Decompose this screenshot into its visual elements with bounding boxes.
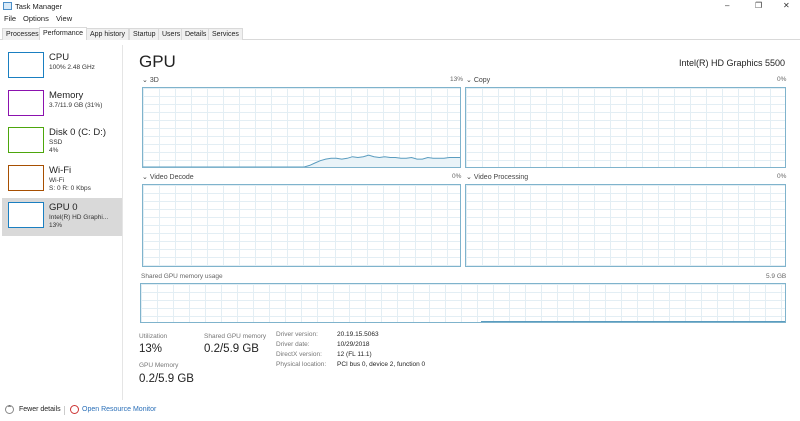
shared-memory-stat-label: Shared GPU memory — [204, 333, 267, 340]
shared-memory-stat-value: 0.2/5.9 GB — [204, 343, 259, 355]
menu-options[interactable]: Options — [23, 14, 49, 23]
engine-3d-pct: 13% — [450, 76, 464, 83]
engine-video-processing-graph — [465, 184, 786, 267]
engine-3d-name: 3D — [149, 77, 159, 84]
sidebar-item-detail: Wi-Fi — [49, 176, 65, 184]
detail-value: 10/29/2018 — [337, 341, 370, 348]
thumbnail-graph — [8, 89, 44, 116]
sidebar-item-subdetail: 13% — [49, 222, 63, 229]
detail-value: 20.19.15.5063 — [337, 331, 379, 338]
sidebar-item-name: Disk 0 (C: D:) — [49, 127, 106, 138]
menu-file[interactable]: File — [4, 14, 17, 23]
shared-memory-fill — [481, 320, 785, 322]
open-resource-monitor-link[interactable]: Open Resource Monitor — [82, 406, 157, 413]
engine-video-decode-label[interactable]: ⌄ Video Decode — [142, 174, 194, 181]
utilization-value: 13% — [139, 343, 163, 355]
gpu-adapter-name: Intel(R) HD Graphics 5500 — [678, 58, 785, 68]
sidebar-item-disk[interactable]: Disk 0 (C: D:) SSD 4% — [2, 123, 122, 161]
detail-key: Driver version: — [276, 331, 318, 338]
detail-key: Driver date: — [276, 341, 310, 348]
tab-details[interactable]: Details — [181, 28, 211, 40]
shared-memory-max: 5.9 GB — [766, 273, 787, 280]
close-button[interactable]: ✕ — [783, 1, 790, 10]
sidebar-item-gpu[interactable]: GPU 0 Intel(R) HD Graphi... 13% — [2, 198, 122, 236]
utilization-label: Utilization — [139, 333, 168, 340]
sidebar-item-subdetail: 4% — [49, 147, 59, 154]
resource-monitor-icon — [70, 405, 79, 414]
sidebar-item-detail: 100% 2.48 GHz — [49, 64, 95, 71]
sidebar-item-memory[interactable]: Memory 3.7/11.9 GB (31%) — [2, 86, 122, 124]
thumbnail-graph — [8, 127, 44, 153]
gpu-memory-label: GPU Memory — [139, 362, 179, 369]
engine-video-processing-pct: 0% — [777, 173, 787, 180]
thumbnail-graph — [8, 164, 44, 191]
minimize-button[interactable]: – — [725, 1, 730, 10]
engine-3d-area — [143, 155, 460, 167]
detail-key: DirectX version: — [276, 351, 322, 358]
engine-video-processing-name: Video Processing — [473, 174, 529, 181]
sidebar-item-detail: SSD — [49, 139, 63, 146]
sidebar-item-name: CPU — [49, 52, 70, 63]
tab-processes[interactable]: Processes — [2, 28, 43, 40]
sidebar-item-detail: 3.7/11.9 GB (31%) — [49, 101, 103, 109]
tab-performance[interactable]: Performance — [39, 27, 88, 40]
detail-value: 12 (FL 11.1) — [337, 351, 372, 358]
thumbnail-graph — [8, 52, 44, 78]
engine-copy-label[interactable]: ⌄ Copy — [466, 77, 491, 84]
engine-copy-pct: 0% — [777, 76, 787, 83]
sidebar: CPU 100% 2.48 GHz Memory 3.7/11.9 GB (31… — [0, 45, 123, 400]
menu-view[interactable]: View — [56, 14, 73, 23]
engine-video-decode-name: Video Decode — [149, 174, 194, 181]
chevron-up-icon[interactable]: ⌃ — [5, 405, 14, 414]
shared-memory-label: Shared GPU memory usage — [141, 273, 223, 280]
tab-app-history[interactable]: App history — [86, 28, 130, 40]
engine-video-decode-pct: 0% — [452, 173, 462, 180]
shared-memory-graph — [140, 283, 786, 323]
engine-video-decode-graph — [142, 184, 461, 267]
gpu-memory-value: 0.2/5.9 GB — [139, 373, 194, 385]
sidebar-item-detail: Intel(R) HD Graphi... — [49, 214, 109, 221]
sidebar-item-subdetail: S: 0 R: 0 Kbps — [49, 184, 91, 192]
engine-3d-graph — [142, 87, 461, 168]
sidebar-item-name: Memory — [49, 89, 84, 101]
task-manager-icon — [3, 2, 12, 10]
page-title: GPU — [139, 52, 176, 71]
maximize-button[interactable]: ❐ — [755, 1, 763, 10]
tab-startup[interactable]: Startup — [129, 28, 160, 40]
detail-key: Physical location: — [276, 361, 327, 368]
tab-services[interactable]: Services — [208, 28, 243, 40]
engine-copy-graph — [465, 87, 786, 168]
thumbnail-graph — [8, 202, 44, 228]
title-bar: Task Manager – ❐ ✕ — [0, 0, 800, 13]
sidebar-item-name: GPU 0 — [49, 202, 78, 213]
engine-3d-line — [143, 154, 460, 167]
divider — [64, 406, 65, 415]
engine-video-processing-label[interactable]: ⌄ Video Processing — [466, 174, 529, 181]
window-title: Task Manager — [15, 2, 63, 11]
sidebar-item-cpu[interactable]: CPU 100% 2.48 GHz — [2, 48, 122, 86]
detail-value: PCI bus 0, device 2, function 0 — [337, 361, 426, 368]
fewer-details-link[interactable]: Fewer details — [19, 406, 61, 413]
engine-copy-name: Copy — [473, 77, 491, 84]
engine-3d-label[interactable]: ⌄ 3D — [142, 77, 159, 84]
tab-bar: Processes Performance App history Startu… — [0, 27, 800, 40]
sidebar-item-wi-fi[interactable]: Wi-Fi Wi-Fi S: 0 R: 0 Kbps — [2, 161, 122, 199]
sidebar-item-name: Wi-Fi — [49, 164, 72, 176]
